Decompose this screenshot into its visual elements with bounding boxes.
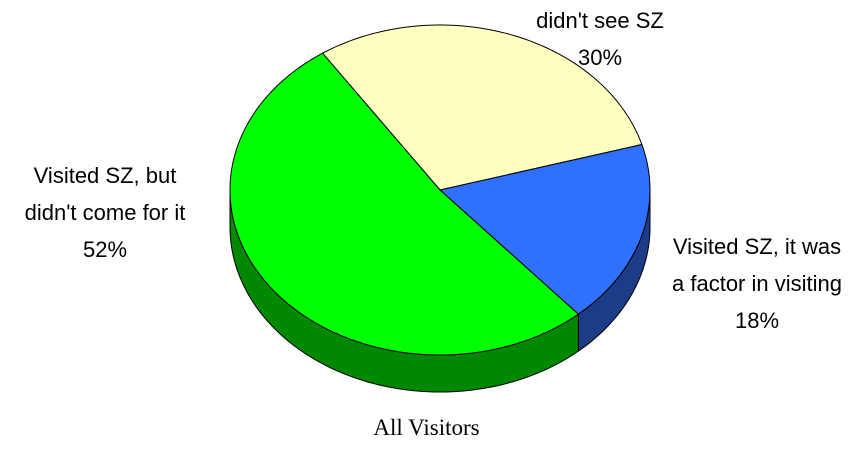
- slice-label: Visited SZ, it was a factor in visiting 1…: [672, 228, 842, 339]
- slice-top: [321, 24, 643, 191]
- pie-slice: [229, 52, 580, 393]
- slice-name: Visited SZ, but didn't come for it: [24, 163, 186, 225]
- slice-top: [229, 52, 580, 356]
- chart-title: All Visitors: [373, 415, 480, 440]
- slice-name: Visited SZ, it was a factor in visiting: [672, 234, 842, 296]
- pie-slice: [321, 24, 643, 191]
- slice-label: didn't see SZ 30%: [505, 2, 695, 76]
- slice-value: 30%: [577, 45, 623, 70]
- slice-top: [438, 143, 651, 315]
- slice-value: 18%: [734, 308, 780, 333]
- slice-name: didn't see SZ: [536, 8, 664, 33]
- slice-label: Visited SZ, but didn't come for it 52%: [5, 157, 205, 268]
- slice-value: 52%: [82, 237, 128, 262]
